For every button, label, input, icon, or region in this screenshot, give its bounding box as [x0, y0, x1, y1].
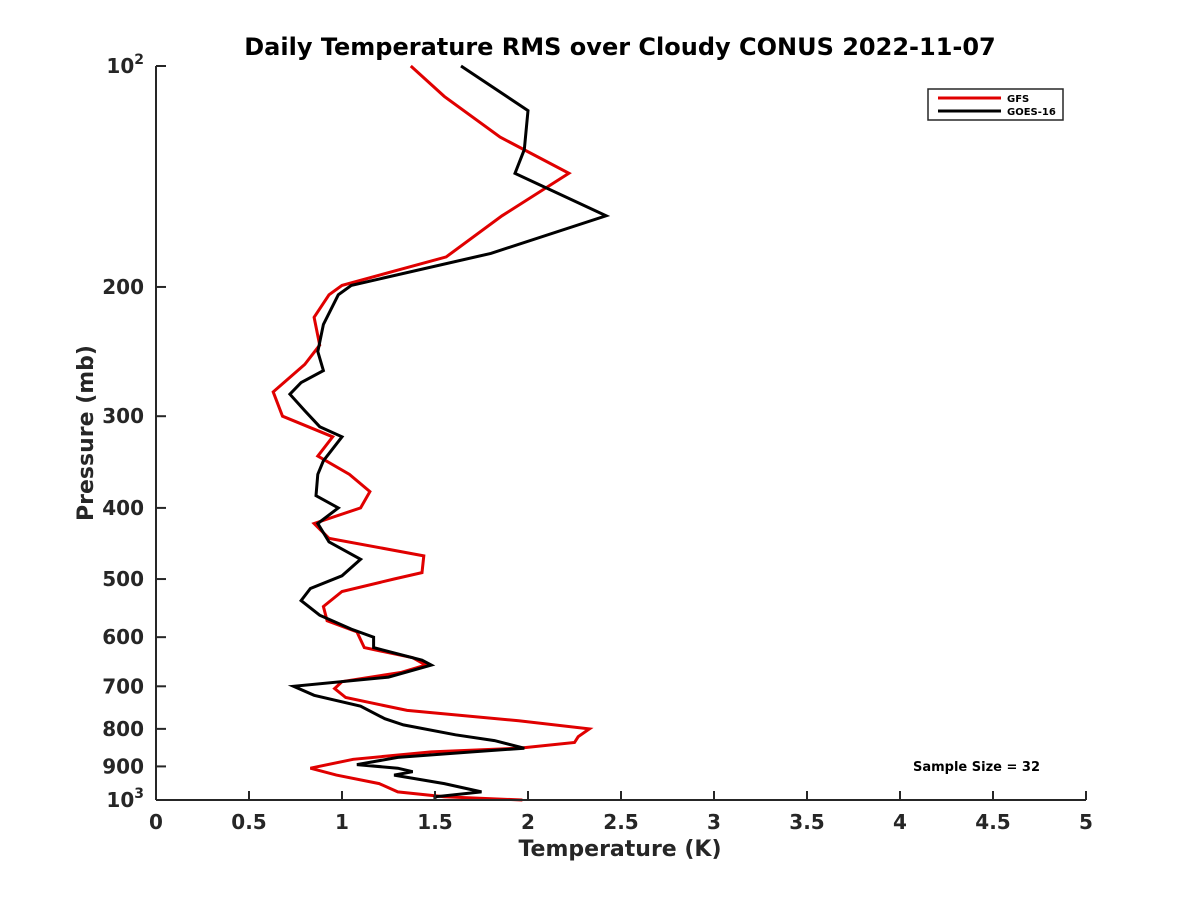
y-tick-label: 500 [102, 567, 144, 591]
x-tick-label: 2 [521, 810, 535, 834]
y-tick-label: 300 [102, 404, 144, 428]
x-tick-label: 0.5 [231, 810, 266, 834]
y-tick-label: 102 [106, 52, 144, 78]
series-layer [271, 64, 611, 802]
series-line-goes-16 [287, 64, 611, 800]
y-axis-title: Pressure (mb) [74, 345, 99, 521]
chart-title: Daily Temperature RMS over Cloudy CONUS … [244, 33, 996, 61]
x-tick-label: 0 [149, 810, 163, 834]
x-tick-label: 1 [335, 810, 349, 834]
x-axis-title: Temperature (K) [518, 837, 721, 862]
y-tick-label: 200 [102, 275, 144, 299]
x-tick-label: 5 [1079, 810, 1093, 834]
x-tick-label: 3.5 [789, 810, 824, 834]
y-tick-label: 700 [102, 674, 144, 698]
y-tick-label: 600 [102, 625, 144, 649]
legend-box [927, 88, 1064, 121]
x-tick-label: 3 [707, 810, 721, 834]
x-tick-label: 2.5 [603, 810, 638, 834]
series-line-gfs [271, 64, 594, 802]
sample-size-annotation: Sample Size = 32 [913, 760, 1040, 775]
legend-label: GFS [1007, 94, 1029, 105]
x-tick-label: 4 [893, 810, 907, 834]
y-tick-label: 103 [106, 786, 144, 812]
legend: GFS GOES-16 [927, 88, 1064, 121]
y-tick-label: 400 [102, 496, 144, 520]
axes-layer: 0 0.5 1 1.5 2 2.5 3 3.5 4 4.5 5 102 200 300 400 500 600 7… [102, 52, 1093, 834]
legend-label: GOES-16 [1007, 107, 1056, 118]
y-tick-label: 800 [102, 717, 144, 741]
y-tick-label: 900 [102, 754, 144, 778]
x-tick-label: 1.5 [417, 810, 452, 834]
x-tick-label: 4.5 [975, 810, 1010, 834]
